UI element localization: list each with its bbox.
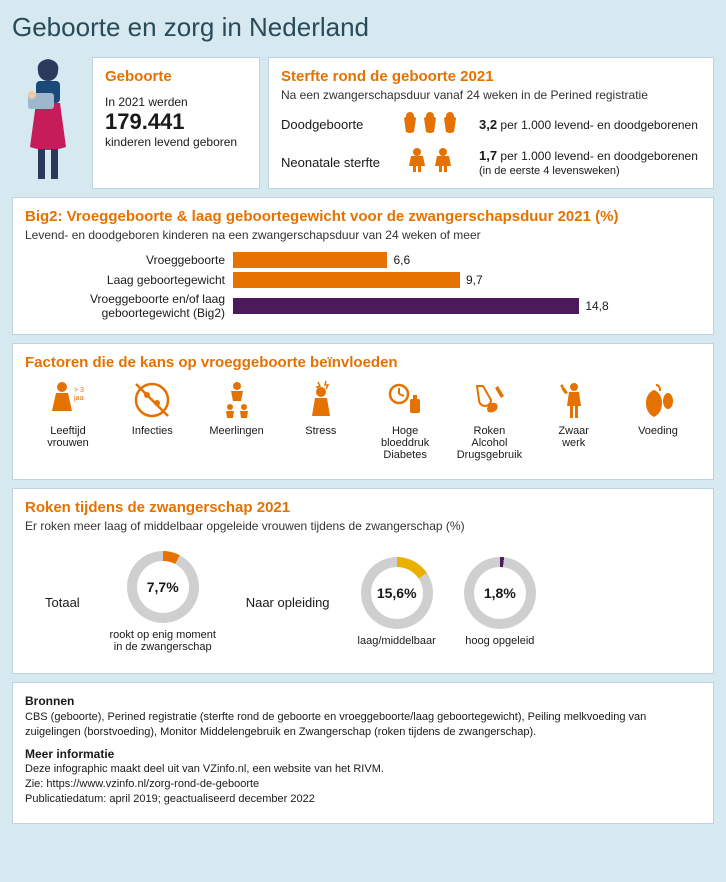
sources-panel: Bronnen CBS (geboorte), Perined registra… (12, 682, 714, 824)
factor-item: RokenAlcoholDrugsgebruik (450, 379, 528, 461)
factor-icon (113, 379, 191, 421)
donut-value: 15,6% (371, 567, 423, 619)
mortality-icon (395, 110, 465, 139)
donut-hoog: 1,8% hoog opgeleid (464, 557, 536, 647)
donut-caption: rookt op enig moment in de zwangerschap (108, 629, 218, 653)
chart-value: 9,7 (466, 273, 483, 287)
svg-text:> 35: > 35 (74, 387, 84, 394)
bronnen-heading: Bronnen (25, 694, 74, 708)
factor-label: RokenAlcoholDrugsgebruik (450, 425, 528, 461)
factor-icon (450, 379, 528, 421)
more-text2: Zie: https://www.vzinfo.nl/zorg-rond-de-… (25, 778, 259, 790)
factor-icon (619, 379, 697, 421)
donut-caption: hoog opgeleid (464, 635, 536, 647)
bronnen-text: CBS (geboorte), Perined registratie (ste… (25, 711, 646, 738)
factors-panel: Factoren die de kans op vroeggeboorte be… (12, 343, 714, 480)
factor-icon (366, 379, 444, 421)
geboorte-panel: Geboorte In 2021 werden 179.441 kinderen… (92, 57, 260, 189)
factor-label: Stress (282, 425, 360, 437)
chart-label: Laag geboortegewicht (25, 273, 225, 287)
more-text1: Deze infographic maakt deel uit van VZin… (25, 763, 384, 775)
geboorte-heading: Geboorte (105, 68, 247, 85)
factor-icon (198, 379, 276, 421)
factor-item: Stress (282, 379, 360, 461)
chart-bar (233, 272, 460, 288)
more-text3: Publicatiedatum: april 2019; geactualise… (25, 793, 315, 805)
sterfte-heading: Sterfte rond de geboorte 2021 (281, 68, 701, 85)
chart-row: Vroeggeboorte 6,6 (25, 252, 701, 268)
mortality-row: Doodgeboorte 3,2 per 1.000 levend- en doo… (281, 110, 701, 139)
sterfte-subtitle: Na een zwangerschapsduur vanaf 24 weken … (281, 88, 701, 102)
factor-item: > 35jaar Leeftijdvrouwen (29, 379, 107, 461)
mortality-value: 3,2 per 1.000 levend- en doodgeborenen (479, 117, 701, 132)
donut-total: 7,7% rookt op enig moment in de zwangers… (108, 551, 218, 653)
factor-label: Leeftijdvrouwen (29, 425, 107, 449)
roken-subtitle: Er roken meer laag of middelbaar opgelei… (25, 519, 701, 533)
big2-heading: Big2: Vroeggeboorte & laag geboortegewic… (25, 208, 701, 225)
mortality-label: Doodgeboorte (281, 117, 381, 132)
top-row: Geboorte In 2021 werden 179.441 kinderen… (12, 57, 714, 189)
chart-bar (233, 252, 387, 268)
factor-label: HogebloeddrukDiabetes (366, 425, 444, 461)
geboorte-number: 179.441 (105, 109, 247, 135)
big2-panel: Big2: Vroeggeboorte & laag geboortegewic… (12, 197, 714, 335)
geboorte-line2: kinderen levend geboren (105, 135, 247, 149)
donut-laag: 15,6% laag/middelbaar (358, 557, 436, 647)
factor-icon: > 35jaar (29, 379, 107, 421)
factor-item: Infecties (113, 379, 191, 461)
roken-panel: Roken tijdens de zwangerschap 2021 Er ro… (12, 488, 714, 674)
factor-icon (282, 379, 360, 421)
sterfte-panel: Sterfte rond de geboorte 2021 Na een zwa… (268, 57, 714, 189)
donut-value: 1,8% (474, 567, 526, 619)
chart-label: Vroeggeboorte en/of laag geboortegewicht… (25, 292, 225, 320)
factor-item: Zwaarwerk (535, 379, 613, 461)
donut-value: 7,7% (137, 561, 189, 613)
svg-text:jaar: jaar (73, 395, 84, 402)
factor-label: Voeding (619, 425, 697, 437)
chart-label: Vroeggeboorte (25, 253, 225, 267)
chart-row: Vroeggeboorte en/of laag geboortegewicht… (25, 292, 701, 320)
chart-value: 14,8 (585, 299, 608, 313)
factor-label: Zwaarwerk (535, 425, 613, 449)
factors-heading: Factoren die de kans op vroeggeboorte be… (25, 354, 701, 371)
woman-illustration (12, 57, 84, 189)
mortality-icon (395, 147, 465, 178)
mortality-label: Neonatale sterfte (281, 155, 381, 170)
geboorte-line1: In 2021 werden (105, 95, 247, 109)
factor-item: Meerlingen (198, 379, 276, 461)
roken-opleiding-label: Naar opleiding (246, 595, 330, 610)
factor-label: Infecties (113, 425, 191, 437)
roken-total-label: Totaal (45, 595, 80, 610)
roken-heading: Roken tijdens de zwangerschap 2021 (25, 499, 701, 516)
page-title: Geboorte en zorg in Nederland (12, 12, 714, 43)
chart-bar (233, 298, 579, 314)
chart-row: Laag geboortegewicht 9,7 (25, 272, 701, 288)
factor-icon (535, 379, 613, 421)
factor-item: Voeding (619, 379, 697, 461)
factor-item: HogebloeddrukDiabetes (366, 379, 444, 461)
factor-label: Meerlingen (198, 425, 276, 437)
chart-value: 6,6 (393, 253, 410, 267)
mortality-row: Neonatale sterfte 1,7 per 1.000 levend- e… (281, 147, 701, 178)
big2-subtitle: Levend- en doodgeboren kinderen na een z… (25, 228, 701, 242)
mortality-value: 1,7 per 1.000 levend- en doodgeborenen(i… (479, 148, 701, 177)
more-heading: Meer informatie (25, 747, 114, 761)
donut-caption: laag/middelbaar (358, 635, 436, 647)
